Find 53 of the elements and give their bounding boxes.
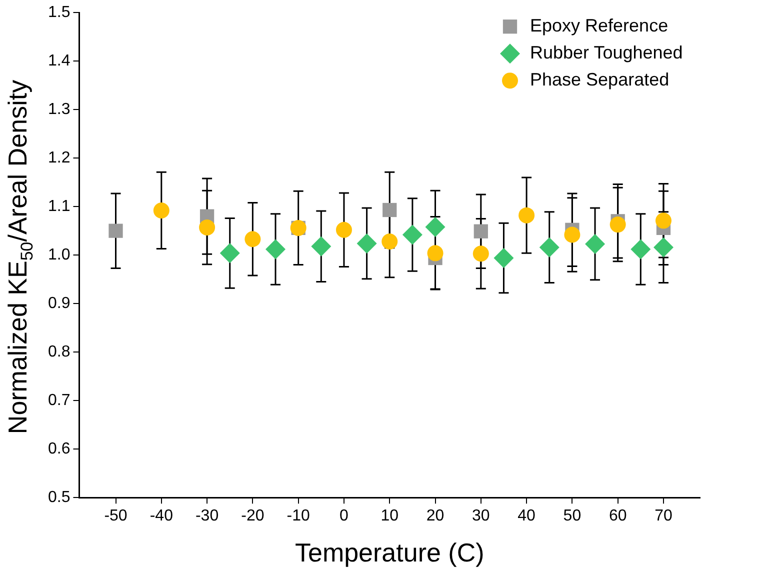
point (630, 239, 651, 260)
y-tick-label: 0.6 (48, 440, 70, 458)
point (494, 248, 514, 268)
x-tick-label: 20 (426, 508, 444, 525)
x-tick-label: 70 (654, 508, 672, 525)
legend-label: Phase Separated (530, 70, 670, 90)
legend-label: Epoxy Reference (530, 16, 668, 36)
point (311, 236, 332, 256)
x-tick-label: 30 (472, 508, 490, 525)
point (427, 245, 444, 262)
legend-label: Rubber Toughened (530, 42, 683, 63)
y-tick-label: 1.0 (48, 246, 70, 264)
point (244, 231, 261, 248)
x-tick-label: 40 (518, 508, 536, 525)
y-tick-label: 1.3 (48, 101, 70, 118)
point (108, 224, 123, 238)
point (220, 243, 240, 264)
y-tick-label: 1.5 (48, 4, 70, 22)
x-tick-label: 10 (380, 508, 399, 525)
point (153, 202, 170, 218)
point (336, 222, 352, 238)
x-tick-label: 60 (608, 508, 627, 525)
point (518, 207, 535, 224)
point (653, 237, 674, 258)
point (382, 234, 398, 250)
x-tick-label: -50 (104, 508, 128, 525)
point (585, 234, 606, 254)
y-tick-label: 1.4 (48, 52, 70, 70)
x-tick-label: -20 (241, 508, 264, 525)
x-tick-label: -40 (150, 508, 174, 525)
point (474, 224, 488, 238)
y-tick-label: 0.7 (48, 392, 70, 410)
point (539, 237, 560, 258)
x-tick-label: 0 (340, 508, 349, 525)
point (266, 239, 286, 260)
x-tick-label: 50 (563, 508, 582, 525)
point (382, 202, 397, 218)
y-tick-label: 1.1 (48, 198, 70, 216)
x-tick-label: -10 (286, 508, 310, 525)
point (564, 226, 580, 243)
y-tick-label: 1.2 (48, 150, 70, 167)
point (356, 233, 377, 254)
point (655, 212, 672, 229)
point (402, 224, 422, 245)
point (610, 216, 626, 233)
y-tick-label: 0.8 (48, 344, 70, 361)
x-tick-label: -30 (195, 508, 219, 525)
y-tick-label: 0.9 (48, 295, 70, 312)
point (425, 216, 446, 237)
y-tick-label: 0.5 (48, 489, 70, 506)
point (199, 219, 216, 236)
x-axis-title: Temperature (C) (294, 538, 484, 568)
point (472, 246, 489, 262)
